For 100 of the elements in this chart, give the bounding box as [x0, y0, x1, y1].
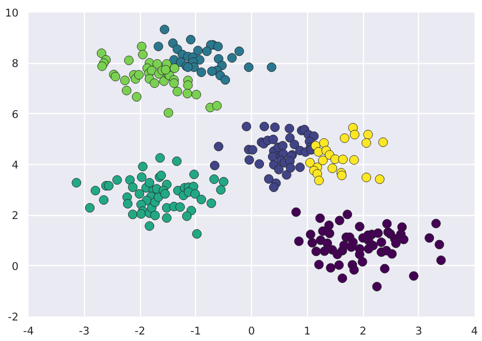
point: [285, 133, 295, 143]
point: [382, 219, 392, 229]
point: [134, 70, 144, 80]
point: [350, 130, 360, 140]
point: [373, 228, 383, 238]
x-tick-label: 1: [304, 324, 311, 338]
point: [183, 80, 193, 90]
point: [374, 174, 384, 184]
point: [338, 274, 348, 283]
point: [124, 56, 134, 66]
point: [99, 195, 109, 205]
y-tick-label: 2: [12, 209, 18, 222]
point: [380, 264, 390, 274]
point: [364, 244, 374, 254]
point: [334, 216, 344, 226]
point: [266, 62, 276, 72]
point: [227, 53, 237, 63]
x-tick-label: -4: [23, 324, 34, 338]
point: [334, 260, 344, 270]
point: [284, 124, 294, 134]
x-tick-label: 2: [360, 324, 366, 338]
point: [97, 61, 107, 71]
point: [192, 229, 202, 239]
point: [436, 256, 446, 265]
point: [122, 199, 132, 209]
point: [150, 78, 160, 88]
point: [213, 42, 223, 52]
point: [214, 142, 224, 152]
point: [216, 185, 226, 195]
point: [248, 145, 258, 155]
point: [242, 122, 252, 132]
point: [342, 210, 352, 220]
point: [234, 46, 244, 56]
point: [387, 249, 397, 259]
point: [424, 233, 434, 243]
point: [286, 163, 296, 173]
point: [128, 182, 138, 192]
point: [212, 100, 222, 110]
point: [104, 181, 114, 191]
point: [320, 246, 330, 256]
point: [314, 260, 324, 270]
point: [207, 66, 217, 76]
point: [391, 238, 401, 248]
point: [160, 65, 170, 74]
point: [138, 50, 148, 60]
x-tick-label: 3: [415, 324, 422, 338]
point: [120, 76, 130, 86]
point: [349, 155, 359, 165]
point: [202, 46, 212, 56]
point: [324, 228, 334, 238]
x-tick-label: 0: [248, 324, 256, 338]
point: [290, 140, 300, 150]
point: [218, 176, 228, 186]
x-tick-label: 4: [471, 324, 478, 338]
point: [306, 230, 316, 240]
point: [132, 92, 142, 102]
point: [85, 203, 95, 213]
point: [128, 210, 138, 220]
point: [330, 154, 340, 164]
point: [314, 147, 324, 157]
point: [354, 250, 364, 260]
point: [318, 156, 328, 166]
x-tick-label: -3: [78, 324, 90, 338]
point: [206, 198, 216, 208]
point: [186, 34, 196, 44]
point: [398, 234, 408, 244]
point: [220, 75, 230, 85]
point: [338, 154, 348, 164]
x-tick-label: -2: [134, 324, 146, 338]
point: [315, 213, 325, 223]
point: [160, 24, 170, 34]
point: [314, 176, 324, 186]
point: [294, 236, 304, 246]
point: [264, 174, 274, 184]
y-tick-label: 10: [4, 6, 19, 20]
point: [408, 271, 418, 281]
point: [175, 202, 185, 212]
point: [182, 211, 192, 221]
y-tick-label: 0: [12, 260, 19, 273]
point: [308, 238, 318, 248]
point: [196, 68, 206, 78]
point: [192, 90, 202, 100]
y-tick-label: 8: [12, 57, 19, 70]
point: [154, 42, 164, 52]
point: [268, 152, 278, 162]
point: [164, 108, 174, 118]
point: [170, 63, 180, 73]
point: [274, 164, 284, 174]
point: [136, 42, 146, 52]
point: [112, 175, 122, 185]
point: [278, 141, 288, 150]
point: [96, 48, 106, 58]
y-tick-label: -2: [8, 310, 19, 324]
point: [372, 282, 382, 292]
point: [295, 162, 305, 172]
point: [182, 88, 192, 98]
point: [362, 172, 372, 182]
point: [144, 178, 154, 188]
point: [244, 62, 254, 72]
point: [326, 263, 336, 273]
